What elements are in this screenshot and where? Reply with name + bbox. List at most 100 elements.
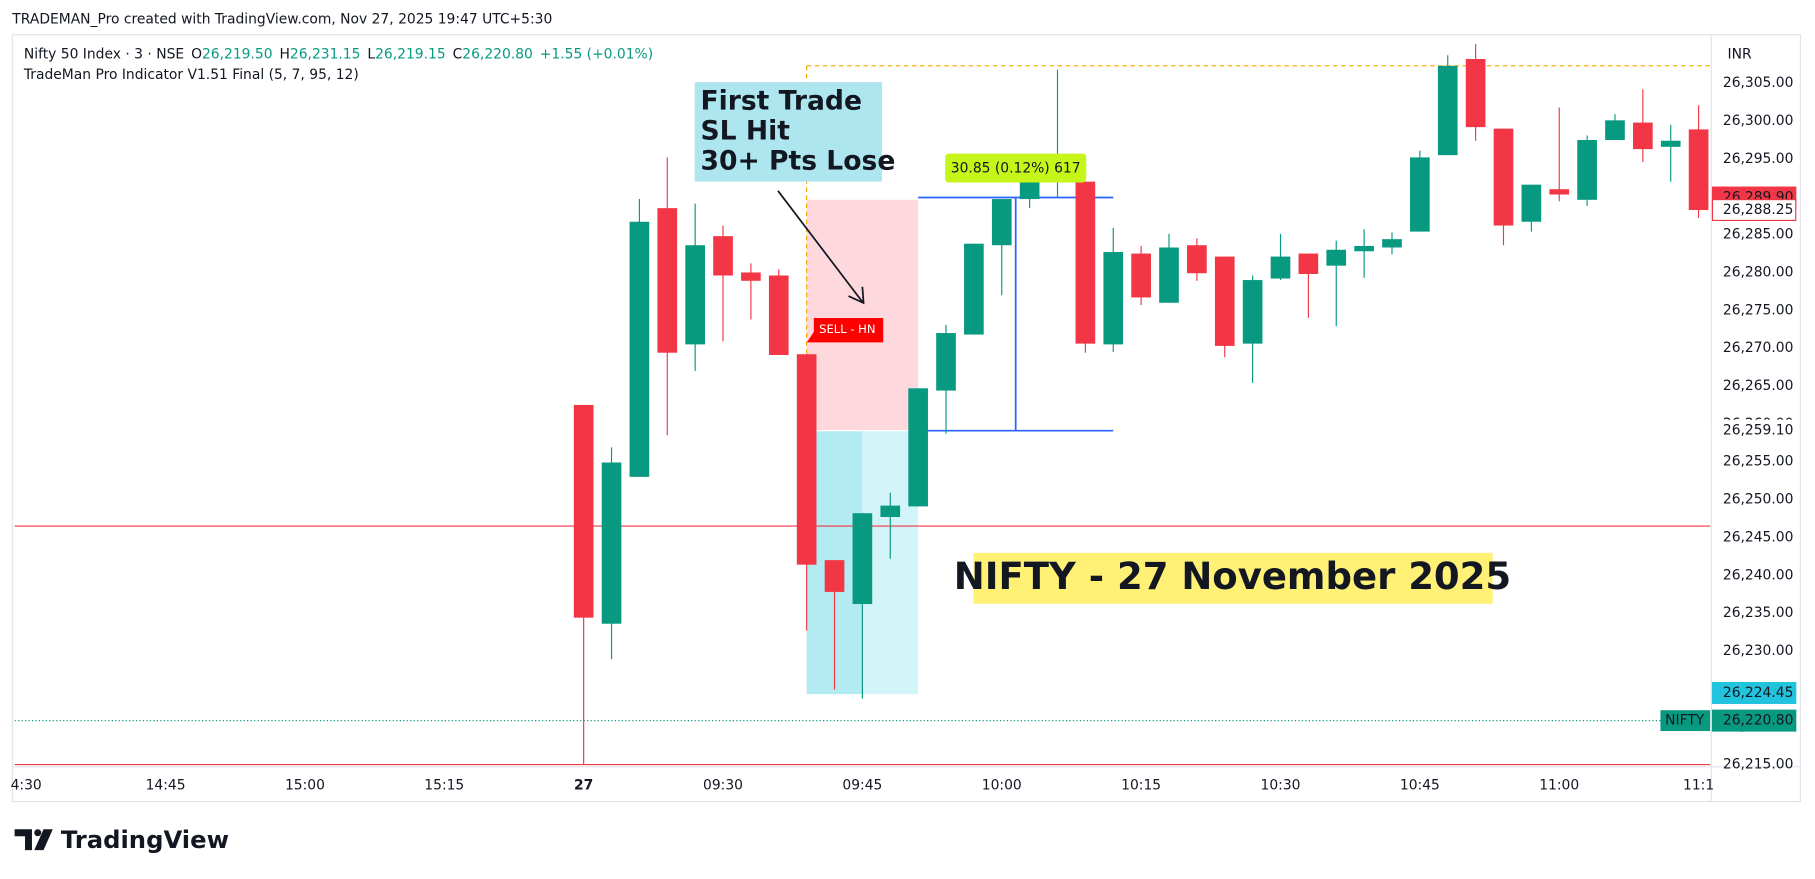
note-box xyxy=(694,82,883,182)
body xyxy=(796,354,817,565)
body xyxy=(1159,247,1179,303)
brand: TradingView xyxy=(61,825,229,854)
logo-mark xyxy=(14,829,32,851)
body xyxy=(852,513,873,605)
body xyxy=(1549,189,1570,195)
x-tick-label: 09:45 xyxy=(842,777,882,793)
x-tick-label: 10:15 xyxy=(1121,777,1161,793)
logo-mark xyxy=(34,829,53,851)
change: +1.55 (+0.01%) xyxy=(540,46,653,62)
chart-frame xyxy=(11,34,1801,803)
x-tick-label: 15:00 xyxy=(285,777,325,793)
body xyxy=(1298,253,1319,274)
note-line: SL Hit xyxy=(700,115,790,146)
measure-label: 30.85 (0.12%) 617 xyxy=(951,161,1081,177)
candles xyxy=(573,43,1709,765)
price-tag-label: 26,224.45 xyxy=(1723,685,1794,701)
price-tag xyxy=(1711,681,1797,704)
body xyxy=(1605,120,1625,141)
symbol-tag xyxy=(1660,710,1711,732)
body xyxy=(685,245,705,345)
legend: Nifty 50 Index · 3 · NSE O26,219.50 H26,23… xyxy=(24,46,653,62)
body xyxy=(1075,181,1096,344)
signal-tag xyxy=(806,318,884,343)
y-tick-label: 26,250.00 xyxy=(1723,492,1794,508)
credit: TRADEMAN_Pro created with TradingView.co… xyxy=(11,12,552,28)
y-tick-label: 26,230.00 xyxy=(1723,643,1794,659)
body xyxy=(629,221,650,477)
body xyxy=(1382,239,1402,248)
body xyxy=(1688,129,1709,211)
body xyxy=(936,333,956,391)
y-tick-label: 26,255.00 xyxy=(1723,454,1794,470)
y-tick-label: 26,265.00 xyxy=(1723,378,1794,394)
body xyxy=(741,272,761,281)
x-tick-label: 11:1 xyxy=(1683,777,1714,793)
body xyxy=(1465,59,1486,128)
body xyxy=(1326,249,1347,266)
y-tick-label: 26,235.00 xyxy=(1723,605,1794,621)
body xyxy=(880,505,901,517)
body xyxy=(657,208,678,353)
y-tick-label: 26,245.00 xyxy=(1723,529,1794,545)
body xyxy=(1354,245,1374,252)
y-tick-label: 26,300.00 xyxy=(1723,113,1794,129)
x-tick-label: 11:00 xyxy=(1539,777,1579,793)
price-tag xyxy=(1711,419,1797,442)
body xyxy=(1103,252,1124,345)
y-tick-label: 26,285.00 xyxy=(1723,227,1794,243)
x-tick-label: 09:30 xyxy=(703,777,743,793)
body xyxy=(1242,280,1263,344)
note-line: 30+ Pts Lose xyxy=(700,145,895,176)
body xyxy=(713,236,733,276)
y-tick-label: 26,280.00 xyxy=(1723,264,1794,280)
body xyxy=(768,275,789,355)
measure-label-box xyxy=(945,153,1087,183)
x-tick-label: 27 xyxy=(574,777,593,793)
banner: NIFTY - 27 November 2025 xyxy=(954,555,1511,598)
x-tick-label: 14:45 xyxy=(146,777,186,793)
arrow-head xyxy=(848,286,865,305)
price-tag-label: 26,220.80 xyxy=(1723,713,1794,729)
body xyxy=(573,404,594,618)
price-tag xyxy=(1711,199,1797,222)
note-line: First Trade xyxy=(700,85,862,116)
y-tick-label: 26,270.00 xyxy=(1723,340,1794,356)
arrow xyxy=(777,190,864,303)
y-tick-label: 26,275.00 xyxy=(1723,302,1794,318)
price-tag xyxy=(1711,709,1797,732)
logo: TradingView xyxy=(14,825,229,854)
banner-box xyxy=(973,552,1493,604)
y-tick-label: 26,295.00 xyxy=(1723,151,1794,167)
x-tick-label: 10:45 xyxy=(1400,777,1440,793)
stop-zone xyxy=(806,199,919,431)
body xyxy=(1410,157,1430,232)
y-tick-label: 26,215.00 xyxy=(1723,757,1794,773)
body xyxy=(1131,253,1151,298)
body xyxy=(1577,140,1597,200)
body xyxy=(991,199,1012,246)
price-tag-label: 26,288.25 xyxy=(1723,202,1794,218)
x-tick-label: 10:00 xyxy=(982,777,1022,793)
value: 26,220.80 xyxy=(462,46,533,62)
body xyxy=(1521,184,1542,222)
x-tick-label: 4:30 xyxy=(11,777,42,793)
currency: INR xyxy=(1728,46,1752,62)
body xyxy=(1214,256,1235,346)
logo-mark xyxy=(34,829,42,837)
value: 26,231.15 xyxy=(290,46,361,62)
body xyxy=(1270,256,1291,279)
symbol-tag-label: NIFTY xyxy=(1665,713,1705,729)
key: C xyxy=(453,46,463,62)
body xyxy=(1437,65,1458,156)
body xyxy=(1493,128,1514,226)
indicator: TradeMan Pro Indicator V1.51 Final (5, 7… xyxy=(23,67,359,83)
body xyxy=(1019,179,1040,200)
y-tick-label: 26,305.00 xyxy=(1723,75,1794,91)
y-tick-label: 26,240.00 xyxy=(1723,567,1794,583)
body xyxy=(824,560,845,592)
body xyxy=(1187,245,1207,274)
x-tick-label: 10:30 xyxy=(1261,777,1301,793)
